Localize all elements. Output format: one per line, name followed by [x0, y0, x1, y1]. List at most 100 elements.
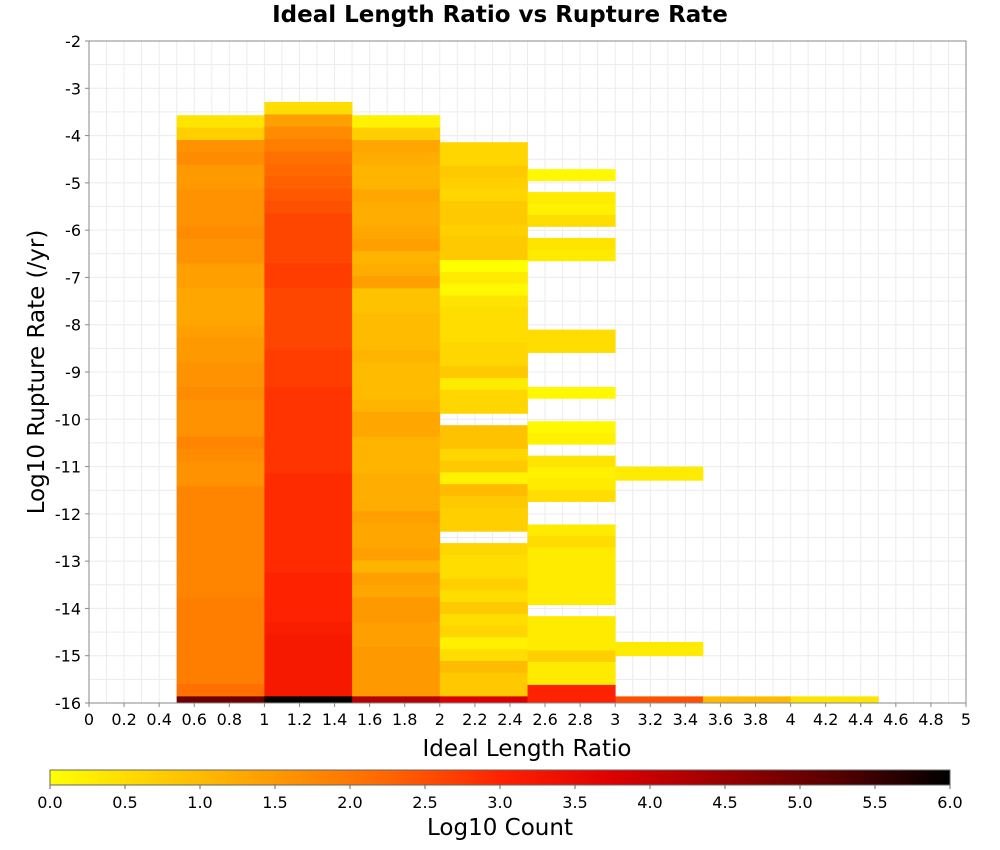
heatmap-cell — [176, 152, 265, 166]
heatmap-cell — [264, 646, 353, 660]
y-tick-label: -8 — [65, 316, 81, 335]
heatmap-cell — [176, 473, 265, 487]
heatmap-cell — [176, 634, 265, 648]
heatmap-cell — [527, 684, 616, 697]
heatmap-cell — [264, 225, 353, 239]
heatmap-cell — [176, 498, 265, 512]
heatmap-cell — [615, 696, 704, 704]
heatmap-cell — [176, 461, 265, 475]
heatmap-cell — [527, 455, 616, 468]
heatmap-cell — [439, 578, 528, 591]
heatmap-cell — [264, 213, 353, 227]
colorbar-tick-label: 1.0 — [187, 793, 212, 812]
y-tick-label: -2 — [65, 32, 81, 51]
x-tick-label: 4.2 — [813, 710, 838, 729]
x-tick-label: 0.6 — [182, 710, 207, 729]
heatmap-cell — [352, 609, 441, 623]
heatmap-cell — [264, 461, 353, 474]
heatmap-cell — [439, 342, 528, 355]
heatmap-cell — [439, 661, 528, 674]
heatmap-cell — [352, 411, 441, 425]
heatmap-cell — [264, 126, 353, 140]
heatmap-cell — [352, 424, 441, 438]
heatmap-cell — [264, 399, 353, 412]
heatmap-cell — [439, 189, 528, 202]
heatmap-cell — [352, 325, 441, 339]
heatmap-cell — [352, 362, 441, 376]
heatmap-cell — [352, 374, 441, 388]
heatmap-cell — [527, 547, 616, 560]
heatmap-cell — [264, 659, 353, 673]
heatmap-cell — [352, 164, 441, 178]
heatmap-cell — [352, 263, 441, 277]
colorbar-tick-label: 0.5 — [112, 793, 137, 812]
heatmap-cell — [264, 411, 353, 425]
x-axis-ticks: 0 0.2 0.4 0.6 0.8 1 1.2 1.4 1.6 1.8 2 2.2 2.4 2.6 2.8 3… — [84, 703, 971, 729]
heatmap-cell — [439, 389, 528, 402]
heatmap-cell — [264, 535, 353, 549]
colorbar-tick-label: 5.0 — [787, 793, 812, 812]
heatmap-cell — [527, 329, 616, 342]
heatmap-cell — [176, 337, 265, 351]
heatmap-cell — [439, 425, 528, 438]
heatmap-cell — [176, 684, 265, 697]
heatmap-cell — [264, 250, 353, 264]
colorbar-tick-label: 3.0 — [487, 793, 512, 812]
x-tick-label: 1.4 — [322, 710, 347, 729]
heatmap-cell — [264, 275, 353, 289]
y-axis-label: Log10 Rupture Rate (/yr) — [24, 230, 50, 515]
heatmap-cell — [176, 374, 265, 388]
y-tick-label: -12 — [55, 505, 81, 524]
x-tick-label: 2.4 — [497, 710, 522, 729]
heatmap-cell — [439, 696, 528, 704]
x-tick-label: 1 — [259, 710, 269, 729]
heatmap-cell — [527, 696, 616, 704]
colorbar-tick-label: 4.0 — [637, 793, 662, 812]
heatmap-cell — [352, 634, 441, 648]
heatmap-cell — [439, 271, 528, 285]
heatmap-cell — [176, 411, 265, 425]
heatmap-cell — [352, 436, 441, 450]
heatmap-cell — [176, 127, 265, 141]
y-tick-label: -15 — [55, 647, 81, 666]
x-tick-label: 2.8 — [567, 710, 592, 729]
heatmap-cell — [439, 165, 528, 178]
heatmap-cells — [176, 101, 879, 704]
heatmap-cell — [527, 421, 616, 434]
heatmap-cell — [176, 622, 265, 635]
heatmap-cell — [176, 424, 265, 438]
heatmap-cell — [176, 510, 265, 524]
heatmap-cell — [352, 337, 441, 351]
heatmap-cell — [176, 585, 265, 598]
colorbar-tick-label: 2.0 — [337, 793, 362, 812]
heatmap-cell — [352, 300, 441, 314]
heatmap-cell — [264, 139, 353, 152]
heatmap-cell — [264, 300, 353, 313]
heatmap-cell — [527, 192, 616, 204]
heatmap-cell — [352, 387, 441, 401]
heatmap-cell — [439, 472, 528, 485]
heatmap-cell — [352, 288, 441, 302]
heatmap-cell — [439, 401, 528, 414]
y-tick-label: -4 — [65, 127, 81, 146]
heatmap-cell — [439, 649, 528, 662]
colorbar-ticks: 0.0 0.5 1.0 1.5 2.0 2.5 3.0 3.5 4.0 4.5 5.0 5.5 6.0 — [37, 785, 963, 812]
x-tick-label: 2 — [435, 710, 445, 729]
heatmap-cell — [352, 597, 441, 611]
heatmap-cell — [527, 386, 616, 399]
heatmap-cell — [264, 622, 353, 635]
heatmap-cell — [352, 226, 441, 240]
heatmap-cell — [352, 696, 441, 704]
heatmap-cell — [439, 566, 528, 579]
heatmap-cell — [264, 473, 353, 487]
heatmap-cell — [527, 627, 616, 640]
heatmap-cell — [527, 639, 616, 651]
heatmap-cell — [527, 535, 616, 548]
heatmap-cell — [352, 115, 441, 129]
heatmap-cell — [264, 683, 353, 697]
heatmap-cell — [352, 622, 441, 635]
heatmap-cell — [176, 362, 265, 376]
heatmap-cell — [527, 249, 616, 262]
x-tick-label: 4.8 — [918, 710, 943, 729]
x-tick-label: 4 — [786, 710, 796, 729]
